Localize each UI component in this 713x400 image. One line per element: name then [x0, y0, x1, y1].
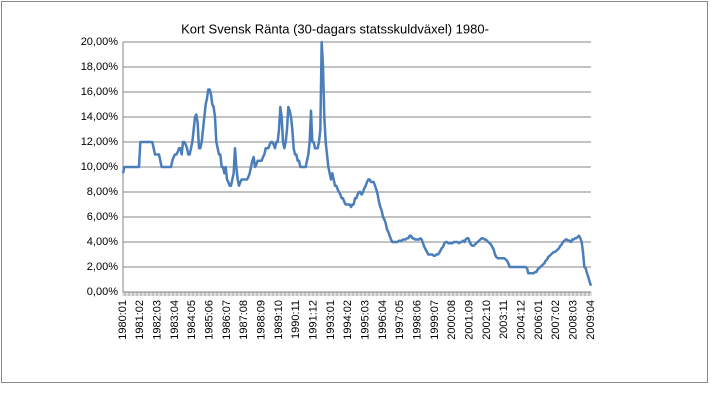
x-tick-label: 1988:09 [256, 300, 268, 340]
x-tick-label: 1981:02 [134, 300, 146, 340]
x-tick-label: 2008:03 [568, 300, 580, 340]
x-tick-label: 2009:04 [585, 300, 597, 340]
y-tick-label: 0,00% [87, 286, 118, 298]
x-tick-label: 1993:01 [325, 300, 337, 340]
x-tick-label: 1990:11 [290, 300, 302, 339]
y-tick-label: 2,00% [87, 261, 118, 273]
x-tick-label: 2006:01 [533, 300, 545, 340]
x-tick-label: 1985:06 [204, 300, 216, 340]
x-tick-label: 2000:08 [446, 300, 458, 340]
y-tick-label: 18,00% [81, 61, 119, 73]
y-tick-label: 6,00% [87, 211, 118, 223]
x-tick-label: 1980:01 [117, 300, 129, 340]
x-tick-label: 1998:06 [412, 300, 424, 340]
x-tick-label: 1996:04 [377, 300, 389, 340]
y-tick-label: 4,00% [87, 236, 118, 248]
x-tick-label: 1982:03 [152, 300, 164, 340]
y-tick-label: 14,00% [81, 111, 119, 123]
x-tick-label: 1994:02 [342, 300, 354, 340]
x-tick-label: 1987:08 [238, 300, 250, 340]
x-tick-label: 1984:05 [186, 300, 198, 340]
x-tick-label: 1989:10 [273, 300, 285, 340]
data-line [121, 40, 593, 287]
y-tick-label: 20,00% [81, 36, 119, 48]
x-tick-label: 1997:05 [394, 300, 406, 340]
x-tick-label: 2002:10 [481, 300, 493, 340]
x-tick-label: 2004:12 [516, 300, 528, 340]
x-tick-label: 1983:04 [169, 300, 181, 340]
x-tick-label: 1999:07 [429, 300, 441, 340]
y-tick-label: 10,00% [81, 161, 119, 173]
y-tick-label: 16,00% [81, 86, 119, 98]
x-tick-label: 1995:03 [360, 300, 372, 340]
x-tick-label: 1986:07 [221, 300, 233, 340]
x-tick-label: 2001:09 [464, 300, 476, 340]
x-tick-label: 1991:12 [308, 300, 320, 340]
y-tick-label: 12,00% [81, 136, 119, 148]
chart-title: Kort Svensk Ränta (30-dagars statsskuldv… [181, 21, 489, 36]
x-tick-label: 2007:02 [550, 300, 562, 340]
x-tick-label: 2003:11 [498, 300, 510, 339]
y-tick-label: 8,00% [87, 186, 118, 198]
